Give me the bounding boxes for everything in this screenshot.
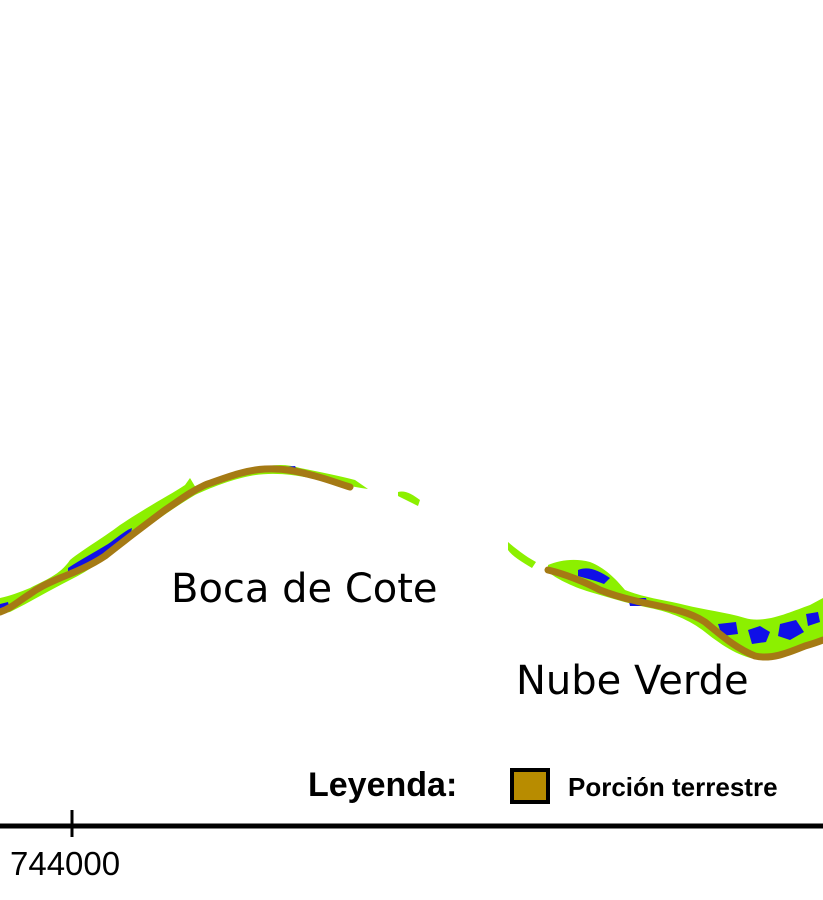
water-patch [778,620,804,640]
place-label-boca-de-cote: Boca de Cote [171,566,438,612]
legend-title: Leyenda: [308,766,458,804]
water-patch [806,612,820,626]
axis-tick-label: 744000 [10,845,121,882]
place-label-nube-verde: Nube Verde [516,658,749,704]
land-strip-east [544,566,823,661]
land-strip-west [0,465,354,616]
water-patch [578,568,610,584]
legend-item-label-land: Porción terrestre [568,772,778,802]
land-layer [0,465,823,661]
vegetation-layer [0,464,823,660]
water-layer [0,466,820,644]
vegetation-islet-2 [508,542,536,568]
vegetation-islet-1 [398,491,420,506]
coordinate-axis [0,810,823,837]
water-patch [748,626,770,644]
legend-swatch-land [510,768,550,804]
water-patch [68,528,132,574]
